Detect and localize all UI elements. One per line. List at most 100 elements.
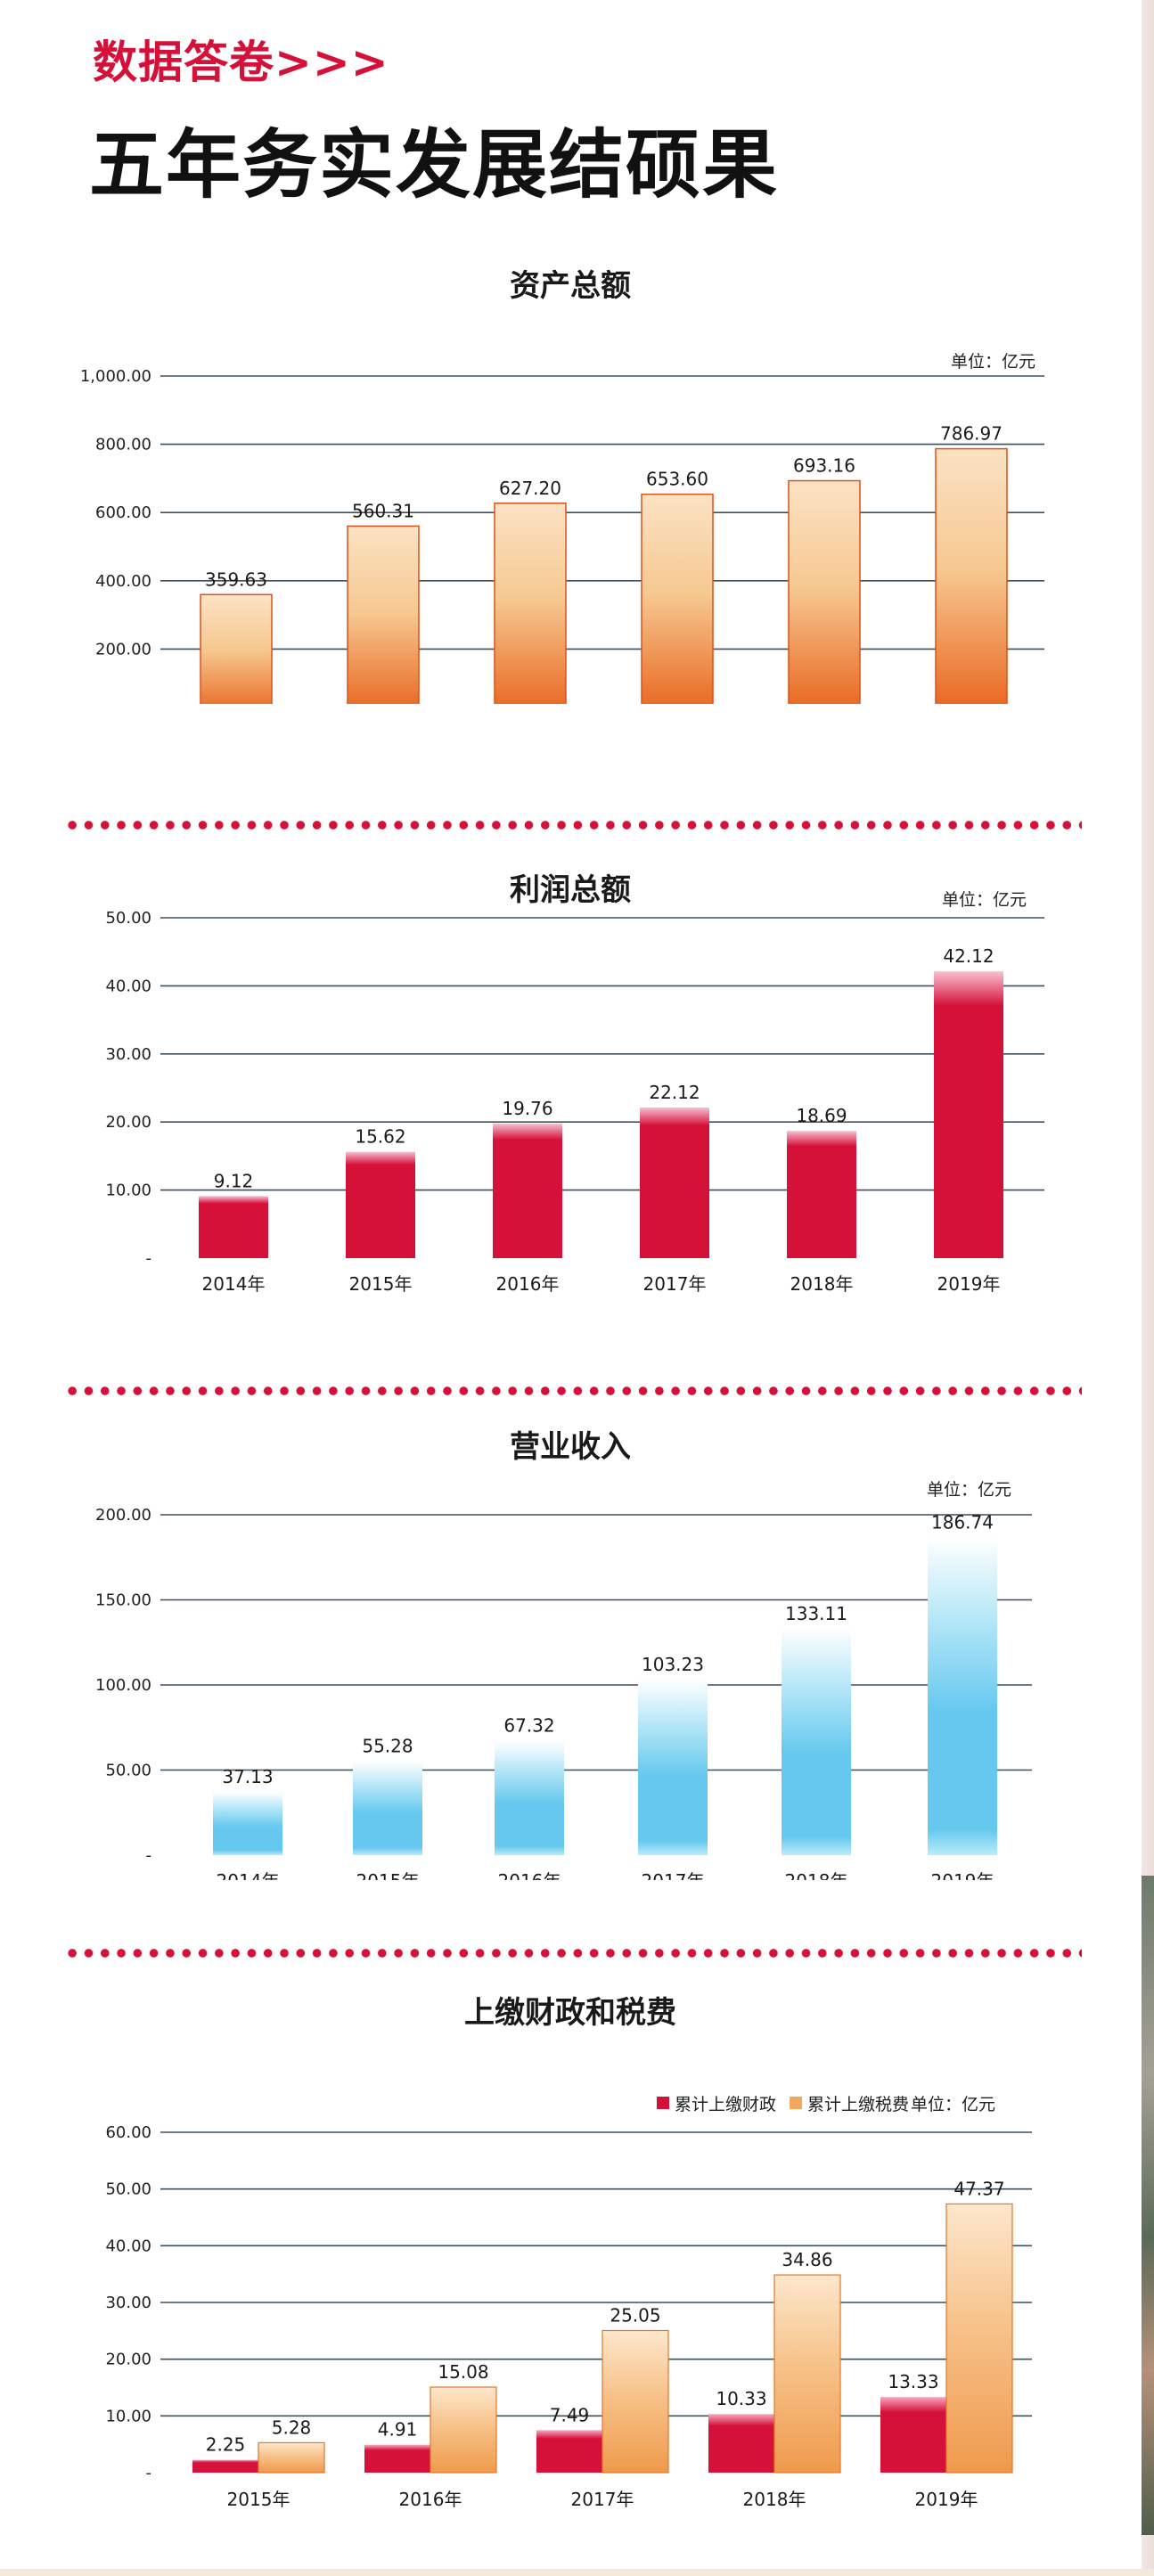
x-tick-label: 2014年 <box>202 1273 266 1295</box>
fiscal-bar <box>536 2430 602 2473</box>
legend-label: 累计上缴税费 <box>807 2095 909 2114</box>
legend-swatch-fiscal <box>657 2097 669 2109</box>
bar-value-label: 7.49 <box>550 2404 590 2425</box>
bar-value-label: 5.28 <box>272 2417 312 2438</box>
bar-value-label: 22.12 <box>649 1082 700 1103</box>
y-tick-label: 1,000.00 <box>80 367 151 386</box>
y-tick-label: 40.00 <box>105 2237 151 2255</box>
bar-value-label: 25.05 <box>610 2305 660 2327</box>
x-tick-label: 2015年 <box>227 2489 291 2510</box>
x-tick-label: 2019年 <box>931 1870 994 1880</box>
x-tick-label: 2018年 <box>785 1870 848 1880</box>
y-tick-label: 800.00 <box>95 436 151 454</box>
page-title: 五年务实发展结硕果 <box>89 121 780 209</box>
bar-value-label: 2.25 <box>206 2434 246 2456</box>
bar <box>788 479 861 704</box>
bar-value-label: 693.16 <box>793 455 855 477</box>
chart-title: 利润总额 <box>510 872 631 908</box>
fiscal-bar <box>880 2397 946 2473</box>
bar-value-label: 103.23 <box>642 1654 704 1675</box>
bar-value-label: 55.28 <box>362 1735 413 1756</box>
tax-bar <box>258 2441 325 2474</box>
bar-value-label: 9.12 <box>214 1170 254 1191</box>
bottom-edge <box>0 2569 1154 2576</box>
unit-label: 单位：亿元 <box>927 1480 1011 1500</box>
y-tick-label: 40.00 <box>105 977 151 995</box>
tax-bar <box>945 2203 1013 2474</box>
fiscal-bar <box>192 2459 258 2473</box>
y-tick-label: 20.00 <box>105 1113 151 1132</box>
x-tick-label: 2016年 <box>498 1870 561 1880</box>
x-tick-label: 2019年 <box>915 2489 978 2510</box>
bar <box>935 447 1008 704</box>
y-tick-label: 200.00 <box>95 640 151 658</box>
x-tick-label: 2017年 <box>571 2489 634 2510</box>
y-tick-label: 100.00 <box>95 1676 151 1695</box>
x-tick-label: 2017年 <box>643 1273 707 1295</box>
x-tick-label: 2016年 <box>399 2489 462 2510</box>
bar-value-label: 42.12 <box>943 945 994 967</box>
y-tick-label: 10.00 <box>105 1182 151 1200</box>
x-tick-label: 2016年 <box>496 1273 560 1295</box>
bar-value-label: 13.33 <box>888 2371 938 2392</box>
dotted-divider-2 <box>64 1386 1082 1396</box>
tax-bar <box>602 2329 669 2474</box>
y-tick-label: 200.00 <box>95 1506 151 1525</box>
bar <box>200 593 273 704</box>
dotted-divider-3 <box>64 1948 1082 1959</box>
legend-swatch-tax <box>790 2097 802 2109</box>
y-tick-label: 50.00 <box>105 2180 151 2199</box>
bar-value-label: 15.08 <box>438 2361 488 2383</box>
bar-value-label: 4.91 <box>378 2419 418 2441</box>
x-tick-label: 2014年 <box>217 1870 280 1880</box>
bar <box>782 1628 851 1855</box>
legend-label: 累计上缴财政 <box>675 2095 776 2114</box>
unit-label: 单位：亿元 <box>942 890 1027 910</box>
bar-value-label: 786.97 <box>940 423 1003 445</box>
bar-value-label: 10.33 <box>716 2388 766 2409</box>
bar-value-label: 47.37 <box>953 2178 1004 2199</box>
x-tick-label: 2017年 <box>642 1870 705 1880</box>
tax-bar <box>773 2274 841 2474</box>
bar-value-label: 653.60 <box>646 469 708 490</box>
bar <box>495 1740 564 1855</box>
asset-total-chart: 资产总额单位：亿元-200.00400.00600.00800.001,000.… <box>80 268 1044 704</box>
y-tick-label: 60.00 <box>105 2123 151 2142</box>
chart-title: 资产总额 <box>510 268 631 304</box>
y-tick-label: 50.00 <box>105 1762 151 1780</box>
bar <box>638 1679 708 1855</box>
section-tag: 数据答卷>>> <box>93 37 389 88</box>
bar-value-label: 560.31 <box>352 500 414 521</box>
bar-value-label: 627.20 <box>499 478 561 499</box>
dotted-divider-1 <box>64 820 1082 830</box>
bar-value-label: 359.63 <box>205 568 267 590</box>
x-tick-label: 2018年 <box>743 2489 806 2510</box>
y-tick-label: 150.00 <box>95 1591 151 1610</box>
unit-label: 单位：亿元 <box>951 352 1035 372</box>
chart-title: 营业收入 <box>510 1429 631 1465</box>
bar-value-label: 15.62 <box>355 1126 405 1148</box>
bar <box>934 971 1003 1258</box>
x-tick-label: 2019年 <box>937 1273 1001 1295</box>
unit-label: 单位：亿元 <box>911 2095 995 2114</box>
bar-value-label: 67.32 <box>503 1714 554 1736</box>
bar-value-label: 37.13 <box>222 1766 273 1787</box>
bar-value-label: 186.74 <box>931 1511 994 1533</box>
bar-value-label: 34.86 <box>782 2249 832 2270</box>
right-edge-photo-strip <box>1142 1876 1154 2535</box>
bar <box>641 493 714 704</box>
y-tick-label: 10.00 <box>105 2407 151 2425</box>
x-tick-label: 2015年 <box>356 1870 420 1880</box>
bar-value-label: 18.69 <box>796 1105 847 1126</box>
y-tick-label: 400.00 <box>95 572 151 591</box>
bar-value-label: 19.76 <box>502 1098 552 1119</box>
fiscal-bar <box>364 2444 430 2473</box>
y-tick-label: 30.00 <box>105 1045 151 1064</box>
y-tick-label: 50.00 <box>105 909 151 928</box>
bar <box>213 1792 282 1855</box>
bar <box>494 503 567 704</box>
y-tick-label: - <box>146 1249 152 1268</box>
fiscal-bar <box>708 2414 774 2473</box>
